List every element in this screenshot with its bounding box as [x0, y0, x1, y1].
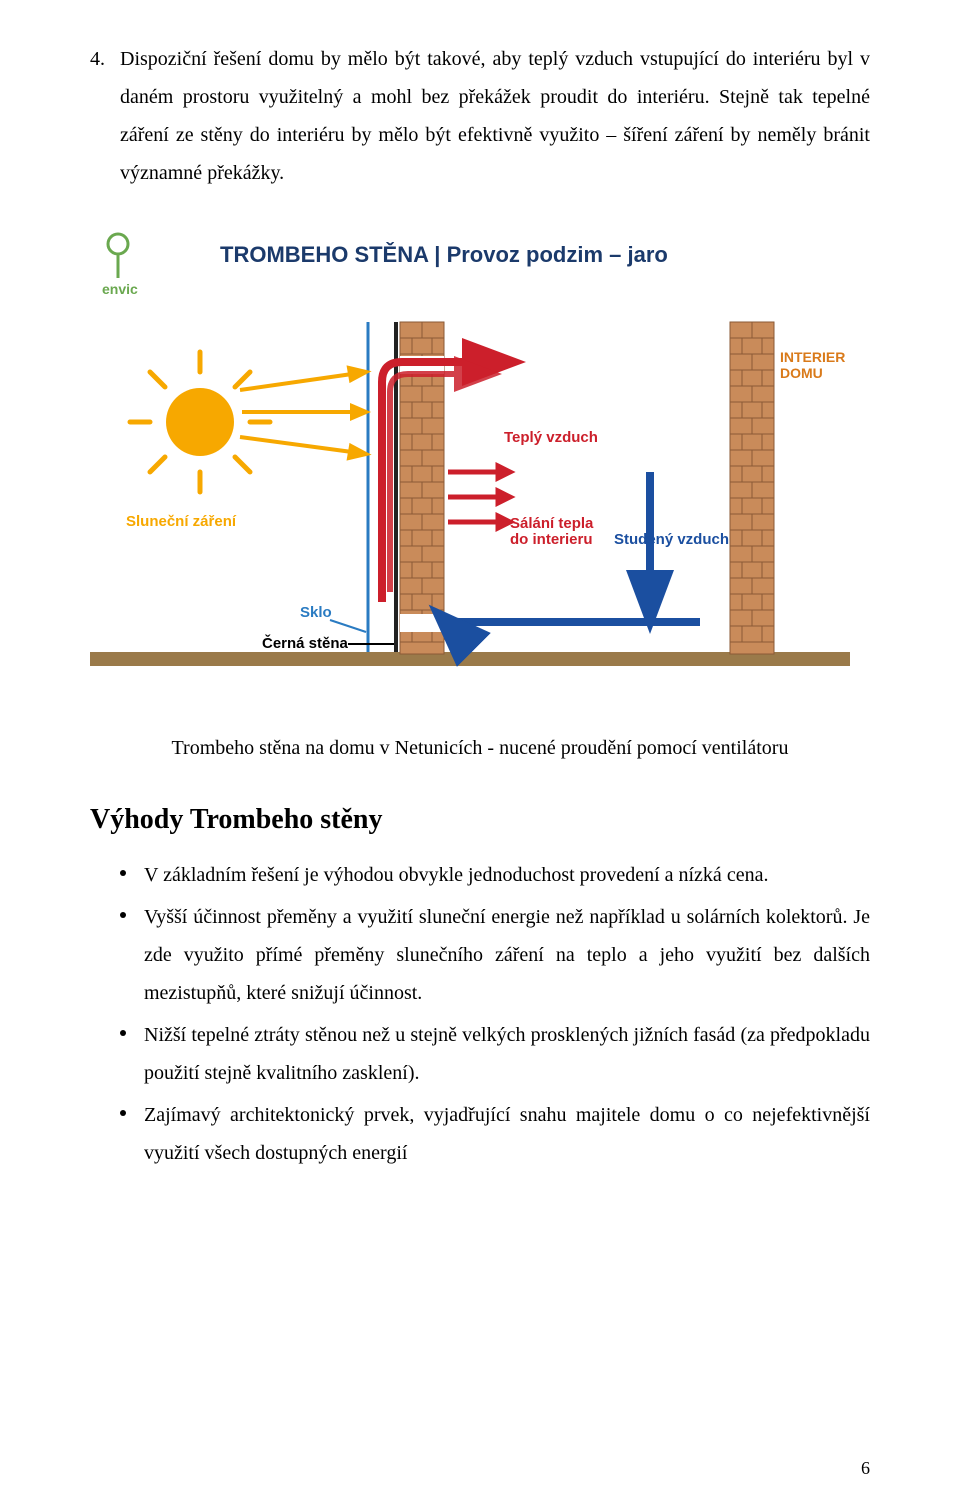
list-item: Nižší tepelné ztráty stěnou než u stejně…	[120, 1016, 870, 1092]
item-number: 4.	[90, 40, 120, 192]
label-black-wall: Černá stěna	[262, 634, 349, 652]
list-item: Vyšší účinnost přeměny a využití slunečn…	[120, 898, 870, 1012]
advantages-list: V základním řešení je výhodou obvykle je…	[90, 856, 870, 1172]
interior-brick-wall	[730, 322, 774, 654]
label-cold-air: Studený vzduch	[614, 531, 729, 548]
page-number: 6	[861, 1458, 870, 1479]
trombe-wall-diagram: envic TROMBEHO STĚNA | Provoz podzim – j…	[90, 222, 850, 702]
radiation-arrows	[448, 466, 510, 528]
logo-text: envic	[102, 281, 138, 297]
bullet-text: Vyšší účinnost přeměny a využití slunečn…	[144, 906, 870, 1004]
envic-logo-icon: envic	[102, 234, 138, 297]
label-radiation: Sálání tepla do interieru	[510, 515, 598, 548]
sun-icon	[130, 352, 270, 492]
bullet-text: V základním řešení je výhodou obvykle je…	[144, 864, 768, 886]
list-item: Zajímavý architektonický prvek, vyjadřuj…	[120, 1096, 870, 1172]
diagram-title: TROMBEHO STĚNA | Provoz podzim – jaro	[220, 242, 668, 267]
section-heading: Výhody Trombeho stěny	[90, 804, 870, 836]
label-glass: Sklo	[300, 604, 332, 621]
bullet-text: Zajímavý architektonický prvek, vyjadřuj…	[144, 1104, 870, 1164]
label-sun: Sluneční záření	[126, 513, 237, 530]
diagram-container: envic TROMBEHO STĚNA | Provoz podzim – j…	[90, 222, 870, 702]
bullet-text: Nižší tepelné ztráty stěnou než u stejně…	[144, 1024, 870, 1084]
label-warm-air: Teplý vzduch	[504, 429, 598, 446]
label-interior: INTERIER DOMU	[780, 349, 849, 381]
numbered-list-item: 4. Dispoziční řešení domu by mělo být ta…	[90, 40, 870, 192]
list-item: V základním řešení je výhodou obvykle je…	[120, 856, 870, 894]
diagram-caption: Trombeho stěna na domu v Netunicích - nu…	[90, 732, 870, 764]
sun-rays	[240, 368, 366, 458]
item-text: Dispoziční řešení domu by mělo být takov…	[120, 40, 870, 192]
